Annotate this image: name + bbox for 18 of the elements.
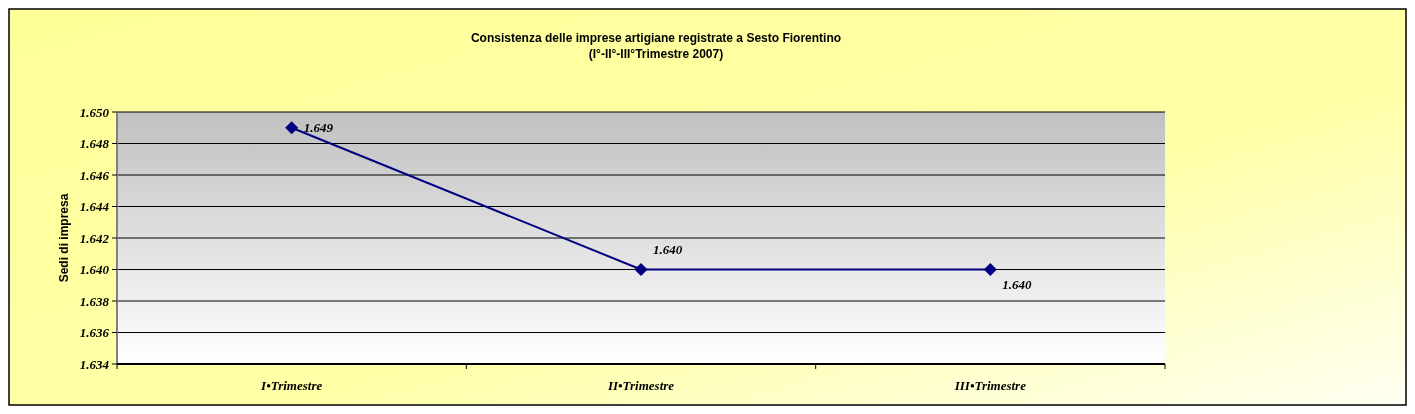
y-tick-label: 1.650 xyxy=(79,104,110,120)
y-tick-label: 1.640 xyxy=(79,262,110,278)
data-label: 1.640 xyxy=(1002,276,1033,292)
y-axis-title: Sedi di impresa xyxy=(57,193,71,283)
x-tick-label: I•Trimestre xyxy=(260,378,323,393)
y-tick-label: 1.642 xyxy=(79,230,110,246)
data-label: 1.649 xyxy=(303,119,334,135)
chart-title: Consistenza delle imprese artigiane registrate a Sesto Fiorentino xyxy=(470,31,842,45)
y-tick-label: 1.634 xyxy=(79,356,110,372)
x-tick-label: II•Trimestre xyxy=(606,378,675,393)
y-tick-label: 1.648 xyxy=(79,136,110,152)
y-tick-label: 1.638 xyxy=(79,293,110,309)
y-tick-label: 1.646 xyxy=(79,167,110,183)
y-tick-label: 1.644 xyxy=(79,199,110,215)
data-label: 1.640 xyxy=(653,241,683,257)
chart-subtitle: (I°-II°-III°Trimestre 2007) xyxy=(588,47,724,61)
y-tick-label: 1.636 xyxy=(79,325,110,341)
x-tick-label: III•Trimestre xyxy=(953,378,1027,393)
